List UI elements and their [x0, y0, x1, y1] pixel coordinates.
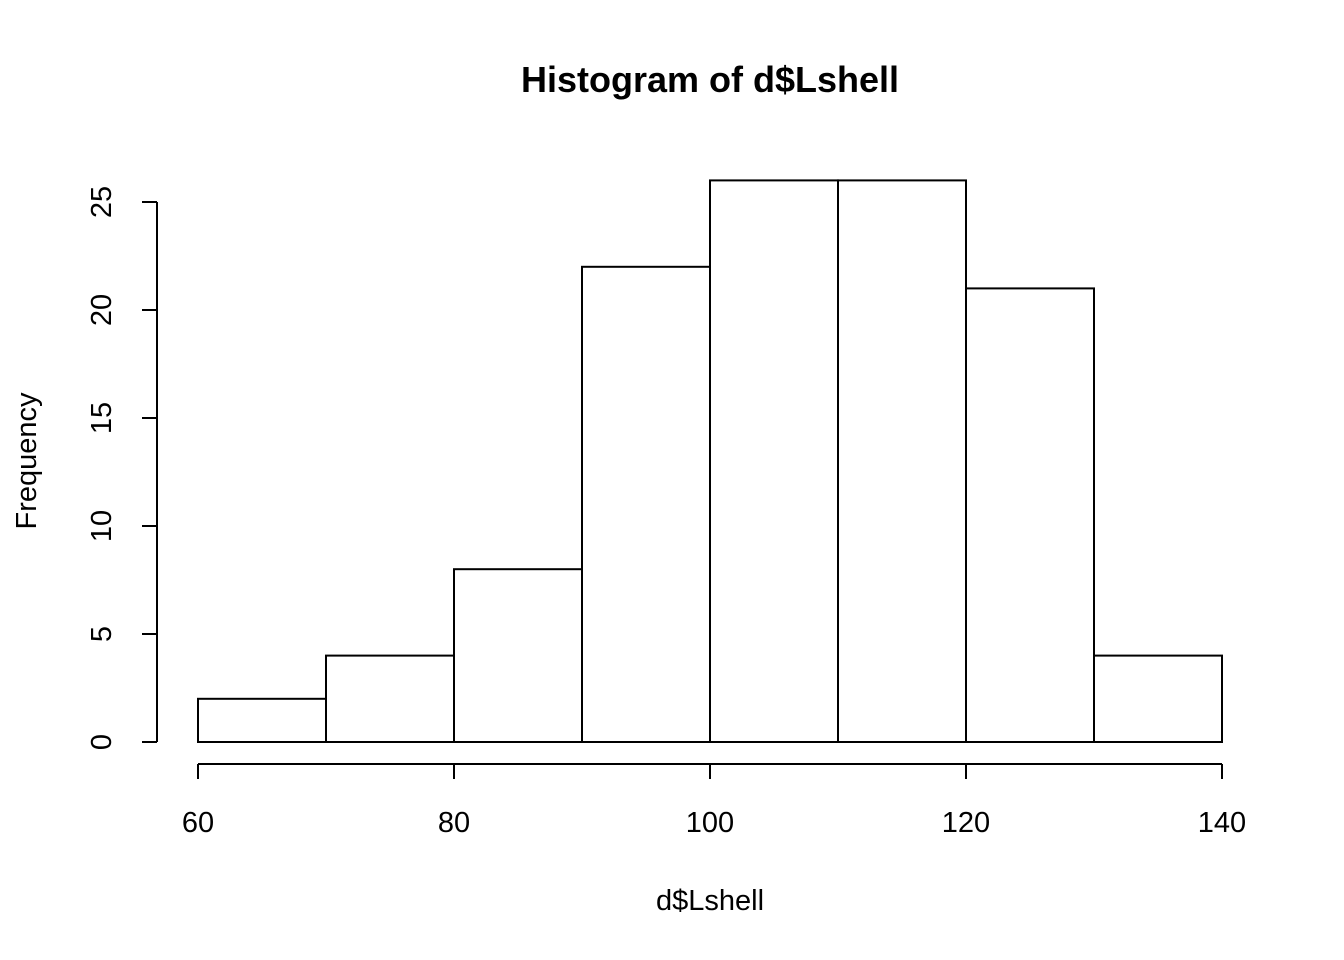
- x-tick-label-140: 140: [1198, 807, 1246, 839]
- histogram-bars: [197, 179, 1223, 744]
- histogram-bar-4: [581, 265, 711, 743]
- y-axis-label: Frequency: [11, 392, 43, 530]
- y-tick-label-20: 20: [86, 294, 118, 326]
- y-tick-label-10: 10: [86, 510, 118, 542]
- histogram-bar-5: [709, 179, 839, 743]
- y-tick-label-15: 15: [86, 402, 118, 434]
- x-tick-label-120: 120: [942, 807, 990, 839]
- histogram-bar-1: [197, 697, 327, 743]
- histogram-bar-6: [837, 179, 967, 743]
- y-tick-label-0: 0: [86, 734, 118, 750]
- y-axis: 0 5 10 15 20 25: [86, 186, 158, 750]
- chart-title: Histogram of d$Lshell: [521, 59, 899, 100]
- x-axis-label: d$Lshell: [656, 885, 764, 917]
- x-tick-label-100: 100: [686, 807, 734, 839]
- histogram-bar-7: [965, 287, 1095, 743]
- histogram-bar-8: [1093, 654, 1223, 743]
- x-tick-label-80: 80: [438, 807, 470, 839]
- y-tick-label-25: 25: [86, 186, 118, 218]
- y-tick-label-5: 5: [86, 626, 118, 642]
- histogram-bar-3: [453, 568, 583, 744]
- x-axis: 60 80 100 120 140: [182, 763, 1246, 839]
- x-tick-label-60: 60: [182, 807, 214, 839]
- histogram-bar-2: [325, 654, 455, 743]
